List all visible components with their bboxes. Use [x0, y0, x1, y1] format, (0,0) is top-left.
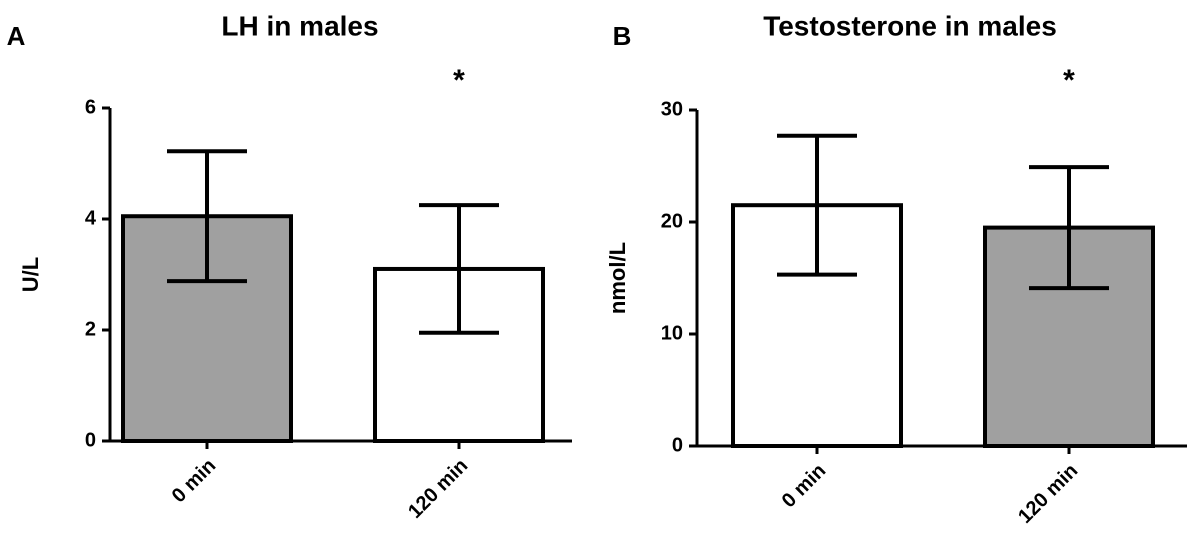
- panel-label: B: [613, 21, 632, 51]
- y-tick-label: 2: [85, 318, 96, 340]
- y-tick-label: 10: [661, 322, 683, 344]
- panel-label: A: [7, 21, 26, 51]
- y-tick-label: 0: [672, 434, 683, 456]
- annotation: *: [1063, 64, 1075, 97]
- annotation: *: [453, 64, 465, 97]
- x-tick-label: 120 min: [1014, 460, 1082, 528]
- y-axis-label: U/L: [18, 257, 43, 292]
- error-bar: [777, 133, 857, 277]
- x-tick-label: 120 min: [404, 455, 472, 523]
- y-tick-label: 6: [85, 96, 96, 118]
- y-tick-label: 20: [661, 210, 683, 232]
- y-tick-label: 0: [85, 429, 96, 451]
- error-bar: [419, 203, 499, 335]
- y-axis-label: nmol/L: [605, 242, 630, 314]
- x-tick-label: 0 min: [168, 455, 221, 508]
- x-tick-label: 0 min: [778, 460, 831, 513]
- chart-title: Testosterone in males: [763, 10, 1057, 41]
- y-tick-label: 4: [85, 207, 97, 229]
- error-bar: [167, 149, 247, 284]
- chart-title: LH in males: [221, 10, 378, 41]
- error-bar: [1029, 165, 1109, 291]
- y-tick-label: 30: [661, 98, 683, 120]
